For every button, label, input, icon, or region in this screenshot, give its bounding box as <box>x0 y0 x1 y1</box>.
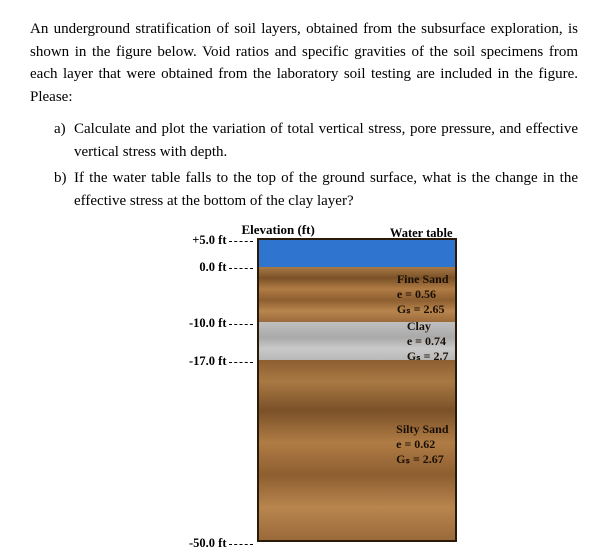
figure-container: Elevation (ft) +5.0 ft 0.0 ft -10.0 ft -… <box>30 224 578 542</box>
questions-list: a) Calculate and plot the variation of t… <box>54 118 578 212</box>
layer-silty-sand: Silty Sand e = 0.62 Gₛ = 2.67 <box>259 360 455 540</box>
layer-clay: Clay e = 0.74 Gₛ = 2.7 <box>259 322 455 360</box>
elev-0: 0.0 ft <box>199 258 252 277</box>
question-a-letter: a) <box>54 118 74 163</box>
question-b-letter: b) <box>54 167 74 212</box>
silty-sand-gs: Gₛ = 2.67 <box>396 452 448 467</box>
silty-sand-name: Silty Sand <box>396 422 448 437</box>
fine-sand-e: e = 0.56 <box>397 287 449 302</box>
soil-column: Water table Fine Sand e = 0.56 Gₛ = 2.65… <box>257 238 457 542</box>
layer-fine-sand: Fine Sand e = 0.56 Gₛ = 2.65 <box>259 267 455 322</box>
elev-minus50: -50.0 ft <box>189 534 253 553</box>
elev-minus10: -10.0 ft <box>189 314 253 333</box>
question-a: a) Calculate and plot the variation of t… <box>54 118 578 163</box>
silty-sand-e: e = 0.62 <box>396 437 448 452</box>
question-b: b) If the water table falls to the top o… <box>54 167 578 212</box>
fine-sand-name: Fine Sand <box>397 272 449 287</box>
clay-e: e = 0.74 <box>407 334 449 349</box>
elev-plus5: +5.0 ft <box>192 231 252 250</box>
layer-water <box>259 240 455 267</box>
intro-text: An underground stratification of soil la… <box>30 18 578 108</box>
question-b-text: If the water table falls to the top of t… <box>74 167 578 212</box>
question-a-text: Calculate and plot the variation of tota… <box>74 118 578 163</box>
elev-minus17: -17.0 ft <box>189 352 253 371</box>
fine-sand-gs: Gₛ = 2.65 <box>397 302 449 317</box>
clay-name: Clay <box>407 319 449 334</box>
soil-profile-figure: Elevation (ft) +5.0 ft 0.0 ft -10.0 ft -… <box>152 224 457 542</box>
